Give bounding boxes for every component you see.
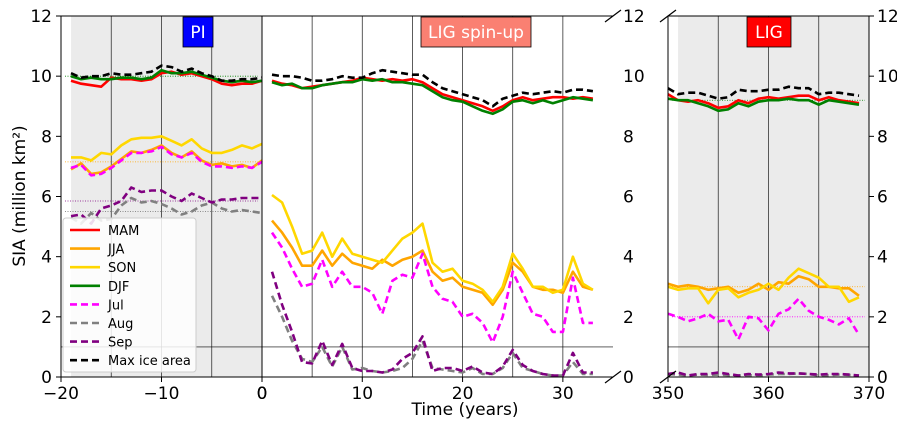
x-tick-label: 30 [552,384,574,404]
legend-label: Aug [108,317,133,332]
y-tick-label-mid: 0 [623,368,634,388]
y-axis-title: SIA (million km²) [10,125,30,266]
series-lig-djf [667,97,860,113]
panel-label-text: LIG spin-up [428,23,524,43]
panel-label-text: PI [190,23,205,43]
y-tick-label-mid: 6 [623,188,634,208]
legend-label: DJF [108,280,129,295]
panel-label-pi: PI [182,16,214,48]
legend-label: JJA [107,243,124,258]
x-tick-label: −20 [43,384,79,404]
y-tick-label-right: 6 [877,188,888,208]
y-tick-label-left: 8 [41,127,52,147]
x-tick-label: 20 [452,384,474,404]
series-pi-max-ice-area [70,64,263,82]
y-tick-label-mid: 12 [623,7,645,27]
x-tick-label: 0 [257,384,268,404]
panel-label-lig: LIG [746,16,792,48]
axis-break-mark [659,370,677,384]
series-spinup-djf [271,77,594,116]
axis-break-mark [604,370,622,384]
y-tick-label-right: 4 [877,248,888,268]
x-tick-label: 10 [351,384,373,404]
series-lig-sep [667,371,860,377]
y-tick-label-right: 10 [877,67,897,87]
y-tick-label-mid: 8 [623,127,634,147]
x-tick-label: 0 [257,384,268,404]
y-tick-label-mid: 2 [623,308,634,328]
y-tick-label-left: 4 [41,248,52,268]
panel-label-box [182,16,214,48]
y-tick-label-left: 10 [30,67,52,87]
series-spinup-jja [271,219,594,307]
panel-lig: LIG [667,16,869,377]
panel-spinup: LIG spin-up [262,16,613,377]
y-tick-label-left: 2 [41,308,52,328]
legend-label: MAM [108,224,139,239]
legend-label: Max ice area [108,354,191,369]
x-tick-label: 350 [652,384,684,404]
y-tick-label-right: 12 [877,7,897,27]
series-pi-jul [70,145,263,177]
axis-break-mark [604,9,622,23]
x-axis-title: Time (years) [410,400,518,420]
series-pi-son [71,135,263,162]
panel-label-box [420,16,532,48]
series-spinup-sep [270,271,593,377]
series-lig-jul [667,297,861,341]
x-tick-label: 370 [853,384,885,404]
legend-label: Sep [108,336,133,351]
x-tick-label: 360 [752,384,784,404]
legend-box [62,217,197,373]
series-lig-son [667,267,860,305]
y-tick-label-mid: 10 [623,67,645,87]
y-tick-label-left: 12 [30,7,52,27]
axis-break-mark [659,9,677,23]
panel-label-text: LIG [755,23,783,43]
legend-label: SON [108,261,136,276]
legend-label: Jul [107,298,124,313]
series-pi-sep [70,186,262,225]
y-tick-label-right: 8 [877,127,888,147]
y-tick-label-right: 0 [877,368,888,388]
series-spinup-aug [270,295,593,377]
y-tick-label-right: 2 [877,308,888,328]
series-spinup-max-ice-area [271,68,594,108]
panel-label-box [746,16,792,48]
legend: MAM JJA SON DJF Jul Aug Sep Max ice area [62,217,197,373]
y-tick-label-left: 0 [41,368,52,388]
y-tick-label-mid: 4 [623,248,634,268]
panel-label-spinup: LIG spin-up [420,16,532,48]
series-spinup-jul [270,231,593,344]
panels-group: PI LIG spin-up LIG [61,16,869,377]
series-lig-max-ice-area [667,85,860,100]
series-lig-mam [667,93,860,110]
y-tick-label-left: 6 [41,188,52,208]
x-tick-label: −10 [144,384,180,404]
series-spinup-son [271,193,594,304]
series-pi-aug [70,196,263,225]
